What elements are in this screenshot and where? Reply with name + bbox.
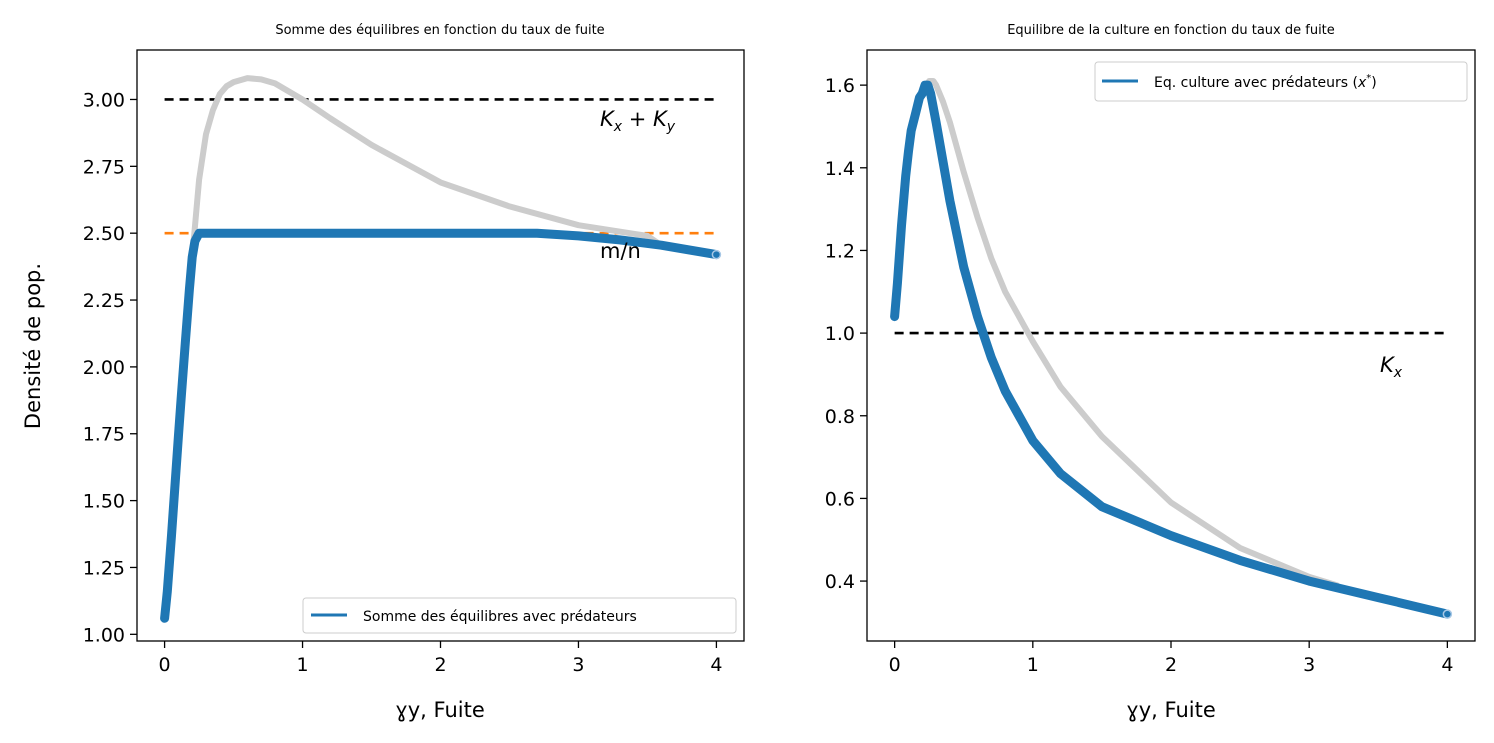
left-chart-y-tick-label: 2.50 bbox=[83, 223, 125, 245]
right-chart-x-tick-label: 1 bbox=[1027, 654, 1039, 676]
right-chart-annotation-kx: Kx bbox=[1380, 353, 1403, 381]
left-chart-x-tick-label: 1 bbox=[296, 654, 308, 676]
left-chart-annotation-kx-ky: Kx + Ky bbox=[600, 107, 676, 135]
right-chart-y-tick-label: 1.6 bbox=[825, 75, 855, 97]
left-chart-x-tick-label: 0 bbox=[159, 654, 171, 676]
left-chart-series-main bbox=[160, 228, 721, 623]
left-chart-series-gray bbox=[182, 75, 665, 346]
annotation-k: K bbox=[1380, 353, 1396, 377]
right-chart-series-gray bbox=[912, 78, 1340, 589]
left-chart-x-axis-label: ɣy, Fuite bbox=[395, 698, 485, 722]
left-chart-legend-label: Somme des équilibres avec prédateurs bbox=[363, 609, 637, 625]
right-chart-y-tick-label: 1.0 bbox=[825, 323, 855, 345]
left-chart-legend-box bbox=[302, 597, 737, 634]
left-chart-y-tick-label: 1.50 bbox=[83, 491, 125, 513]
left-chart-y-tick-label: 3.00 bbox=[83, 89, 125, 111]
legend-close: ) bbox=[1371, 75, 1376, 91]
left-chart: Somme des équilibres en fonction du taux… bbox=[21, 23, 745, 722]
left-chart-series-end-point bbox=[711, 249, 722, 260]
annotation-k: K bbox=[600, 107, 616, 131]
left-chart-title: Somme des équilibres en fonction du taux… bbox=[275, 23, 604, 38]
left-chart-y-tick-label: 2.75 bbox=[83, 156, 125, 178]
right-chart-x-axis-label: ɣy, Fuite bbox=[1126, 698, 1216, 722]
left-chart-y-tick-label: 2.25 bbox=[83, 290, 125, 312]
right-chart-x-tick-label: 3 bbox=[1303, 654, 1315, 676]
right-chart-y-tick-label: 1.4 bbox=[825, 158, 855, 180]
right-chart-x-tick-label: 2 bbox=[1165, 654, 1177, 676]
left-chart-y-axis-label: Densité de pop. bbox=[21, 263, 45, 429]
right-chart-y-ticks: 0.4 0.6 0.8 1.0 1.2 1.4 1.6 bbox=[825, 75, 867, 593]
right-chart-y-tick-label: 0.6 bbox=[825, 488, 855, 510]
left-chart-y-ticks: 1.00 1.25 1.50 1.75 2.00 2.25 2.50 2.75 3.00 bbox=[83, 89, 137, 646]
left-chart-x-ticks: 0 1 2 3 4 bbox=[159, 641, 722, 676]
left-chart-y-tick-label: 2.00 bbox=[83, 357, 125, 379]
right-chart-plot-area bbox=[890, 78, 1453, 619]
right-chart-legend-box bbox=[1094, 61, 1468, 102]
right-chart-y-tick-label: 1.2 bbox=[825, 240, 855, 262]
right-chart: Equilibre de la culture en fonction du t… bbox=[825, 23, 1476, 722]
legend-var: x bbox=[1357, 75, 1367, 91]
right-chart-x-tick-label: 4 bbox=[1441, 654, 1453, 676]
annotation-plus-k: + K bbox=[622, 107, 669, 131]
annotation-sub-y: y bbox=[666, 119, 676, 135]
left-chart-y-tick-label: 1.75 bbox=[83, 424, 125, 446]
right-chart-x-tick-label: 0 bbox=[889, 654, 901, 676]
right-chart-y-tick-label: 0.8 bbox=[825, 406, 855, 428]
right-chart-series-main bbox=[890, 80, 1452, 619]
left-chart-annotation-mn: m/n bbox=[600, 239, 641, 263]
right-chart-legend-label: Eq. culture avec prédateurs (x*) bbox=[1154, 73, 1377, 91]
right-chart-frame bbox=[866, 49, 1476, 642]
left-chart-x-tick-label: 4 bbox=[710, 654, 722, 676]
left-chart-y-tick-label: 1.00 bbox=[83, 624, 125, 646]
right-chart-legend: Eq. culture avec prédateurs (x*) bbox=[1094, 61, 1468, 102]
right-chart-y-tick-label: 0.4 bbox=[825, 571, 855, 593]
left-chart-x-tick-label: 3 bbox=[572, 654, 584, 676]
left-chart-y-tick-label: 1.25 bbox=[83, 557, 125, 579]
legend-main-text: Eq. culture avec prédateurs ( bbox=[1154, 75, 1358, 91]
left-chart-legend: Somme des équilibres avec prédateurs bbox=[302, 597, 737, 634]
legend-sup: * bbox=[1366, 73, 1371, 84]
annotation-sub-x: x bbox=[1393, 365, 1403, 381]
left-chart-x-tick-label: 2 bbox=[434, 654, 446, 676]
left-chart-frame bbox=[136, 49, 745, 642]
right-chart-series-end-point bbox=[1442, 609, 1453, 619]
right-chart-title: Equilibre de la culture en fonction du t… bbox=[1007, 23, 1335, 38]
right-chart-x-ticks: 0 1 2 3 4 bbox=[889, 641, 1453, 676]
left-chart-plot-area bbox=[160, 75, 722, 623]
annotation-sub-x: x bbox=[613, 119, 623, 135]
